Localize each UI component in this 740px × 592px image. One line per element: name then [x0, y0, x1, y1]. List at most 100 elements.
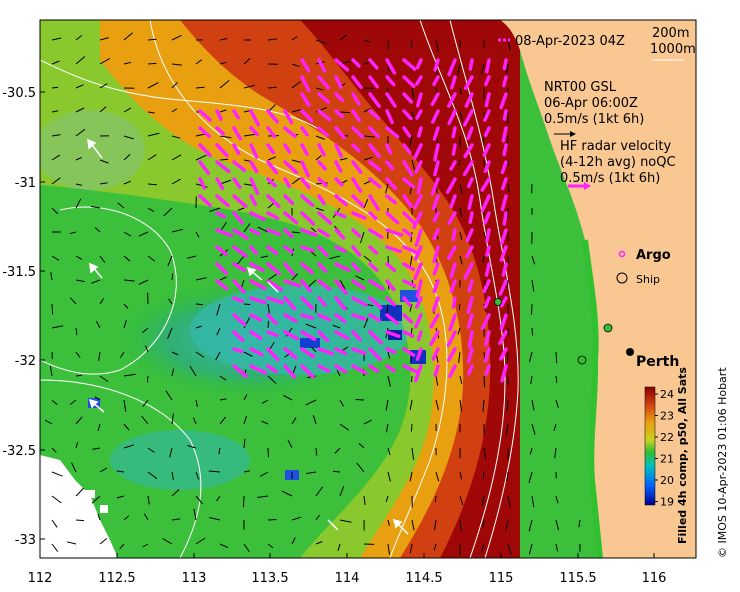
gsl-vector	[147, 154, 157, 161]
hf-vector	[385, 228, 404, 237]
hf-vector	[500, 160, 508, 175]
hf-vector	[232, 279, 246, 294]
gsl-label-line1: NRT00 GSL	[544, 80, 617, 95]
gsl-vector	[51, 60, 60, 65]
gsl-vector	[482, 135, 485, 143]
hf-vector	[431, 347, 440, 361]
hf-vector	[317, 347, 335, 356]
gsl-vector	[195, 325, 202, 329]
gsl-vector	[195, 495, 204, 505]
y-tick-label: -31.5	[2, 265, 36, 280]
gsl-vector	[171, 108, 178, 113]
hf-vector	[317, 211, 333, 225]
gsl-vector	[123, 153, 131, 161]
hf-vector	[266, 126, 277, 139]
hf-vector	[468, 58, 474, 71]
hf-vector	[317, 279, 332, 291]
gsl-vector	[385, 423, 389, 433]
gsl-vector	[409, 399, 413, 411]
gsl-vector	[171, 351, 179, 356]
gsl-vector	[363, 39, 371, 43]
hf-vector	[300, 330, 317, 342]
gsl-vector	[51, 110, 59, 113]
gsl-vector	[138, 279, 149, 285]
gsl-vector	[506, 135, 509, 144]
gsl-vector	[142, 399, 149, 407]
gsl-vector	[99, 375, 109, 383]
gsl-vector	[195, 86, 205, 89]
hf-vector	[300, 126, 309, 137]
gsl-vector	[435, 375, 439, 386]
hf-vector	[499, 228, 508, 245]
gsl-vector	[147, 255, 156, 262]
hf-vector	[462, 160, 474, 177]
hf-vector	[283, 211, 299, 225]
hf-vector	[447, 92, 457, 108]
hf-vector	[498, 279, 508, 296]
gsl-vector	[459, 87, 462, 95]
hf-vector	[249, 109, 260, 127]
gsl-vector	[147, 447, 155, 453]
hf-vector	[467, 279, 474, 293]
gsl-vector	[459, 399, 463, 412]
hf-vector	[500, 364, 508, 383]
gsl-vector	[355, 399, 365, 401]
gsl-vector	[261, 399, 269, 404]
gsl-vector	[171, 228, 184, 233]
hf-vector	[317, 296, 327, 307]
gsl-vector	[75, 128, 86, 137]
gsl-vector	[171, 135, 181, 139]
hf-vector	[502, 211, 508, 226]
hf-vector	[432, 279, 440, 294]
gsl-vector	[75, 56, 86, 65]
gsl-vector	[507, 495, 511, 508]
gsl-vector	[147, 111, 155, 114]
hf-vector	[480, 194, 491, 213]
hf-vector	[334, 75, 343, 89]
hf-vector	[317, 262, 328, 273]
hf-vector	[402, 330, 415, 338]
hf-vector	[483, 347, 491, 363]
gsl-vector	[123, 515, 130, 521]
gsl-vector	[507, 39, 511, 51]
gsl-vector	[123, 231, 131, 237]
hf-vector	[385, 109, 394, 125]
gsl-vector	[339, 485, 345, 497]
hf-vector	[198, 160, 211, 175]
gsl-vector	[259, 471, 269, 478]
hf-vector	[385, 75, 396, 87]
gsl-vector	[44, 419, 53, 425]
hf-vector	[283, 177, 291, 188]
y-tick-label: -32.5	[2, 444, 36, 459]
hf-vector	[351, 143, 361, 153]
gsl-label-line3: 0.5m/s (1kt 6h)	[544, 112, 644, 127]
gsl-vector	[219, 80, 230, 89]
hf-vector	[385, 364, 396, 373]
hf-vector	[232, 211, 245, 225]
gsl-vector	[385, 183, 389, 194]
x-tick-label: 114.5	[405, 571, 442, 586]
hf-vector	[402, 92, 414, 104]
hf-vector	[266, 313, 278, 326]
hf-vector	[430, 177, 440, 196]
hf-vector	[198, 109, 212, 122]
hf-vector	[414, 245, 423, 261]
gsl-vector	[410, 375, 413, 383]
hf-vector	[368, 279, 385, 291]
gsl-vector	[99, 37, 109, 41]
gsl-vector	[336, 369, 341, 377]
hf-vector	[351, 75, 363, 89]
hf-vector	[351, 194, 365, 208]
colorbar-tick-label: 20	[660, 474, 674, 487]
gsl-vector	[363, 135, 375, 138]
hf-vector	[447, 58, 457, 77]
hf-vector	[385, 262, 397, 273]
hf-vector	[449, 194, 457, 209]
gsl-vector	[243, 543, 250, 553]
gsl-vector	[409, 135, 413, 147]
hf-vector	[300, 364, 315, 379]
gsl-vector	[315, 541, 323, 545]
gsl-vector	[50, 272, 53, 281]
hf-vector	[300, 313, 314, 320]
colorbar-tick-label: 19	[660, 496, 674, 509]
